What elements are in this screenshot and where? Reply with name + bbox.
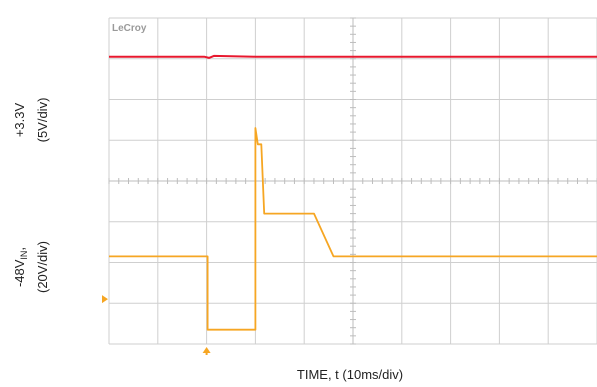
y-label-bottom-main: -48V (12, 259, 27, 287)
series-traces (109, 54, 597, 331)
markers (102, 295, 211, 355)
x-axis-label: TIME, t (10ms/div) (297, 367, 403, 382)
y-label-bottom-line2: (20V/div) (35, 241, 50, 293)
trace-line-1 (109, 54, 597, 59)
y-label-bottom-comma: , (12, 247, 27, 251)
y-label-top-line1: +3.3V (12, 103, 27, 138)
y-label-top-line2: (5V/div) (35, 98, 50, 143)
center-axes (108, 17, 597, 345)
y-label-bottom-subscript: IN (19, 251, 29, 260)
y-label-bottom-line1: -48VIN, (12, 247, 29, 287)
trace-line-2 (109, 127, 597, 331)
instrument-logo: LeCroy (112, 23, 147, 34)
ground-level-marker (102, 295, 108, 304)
trigger-marker-stem (205, 352, 208, 355)
trigger-marker (202, 347, 211, 353)
